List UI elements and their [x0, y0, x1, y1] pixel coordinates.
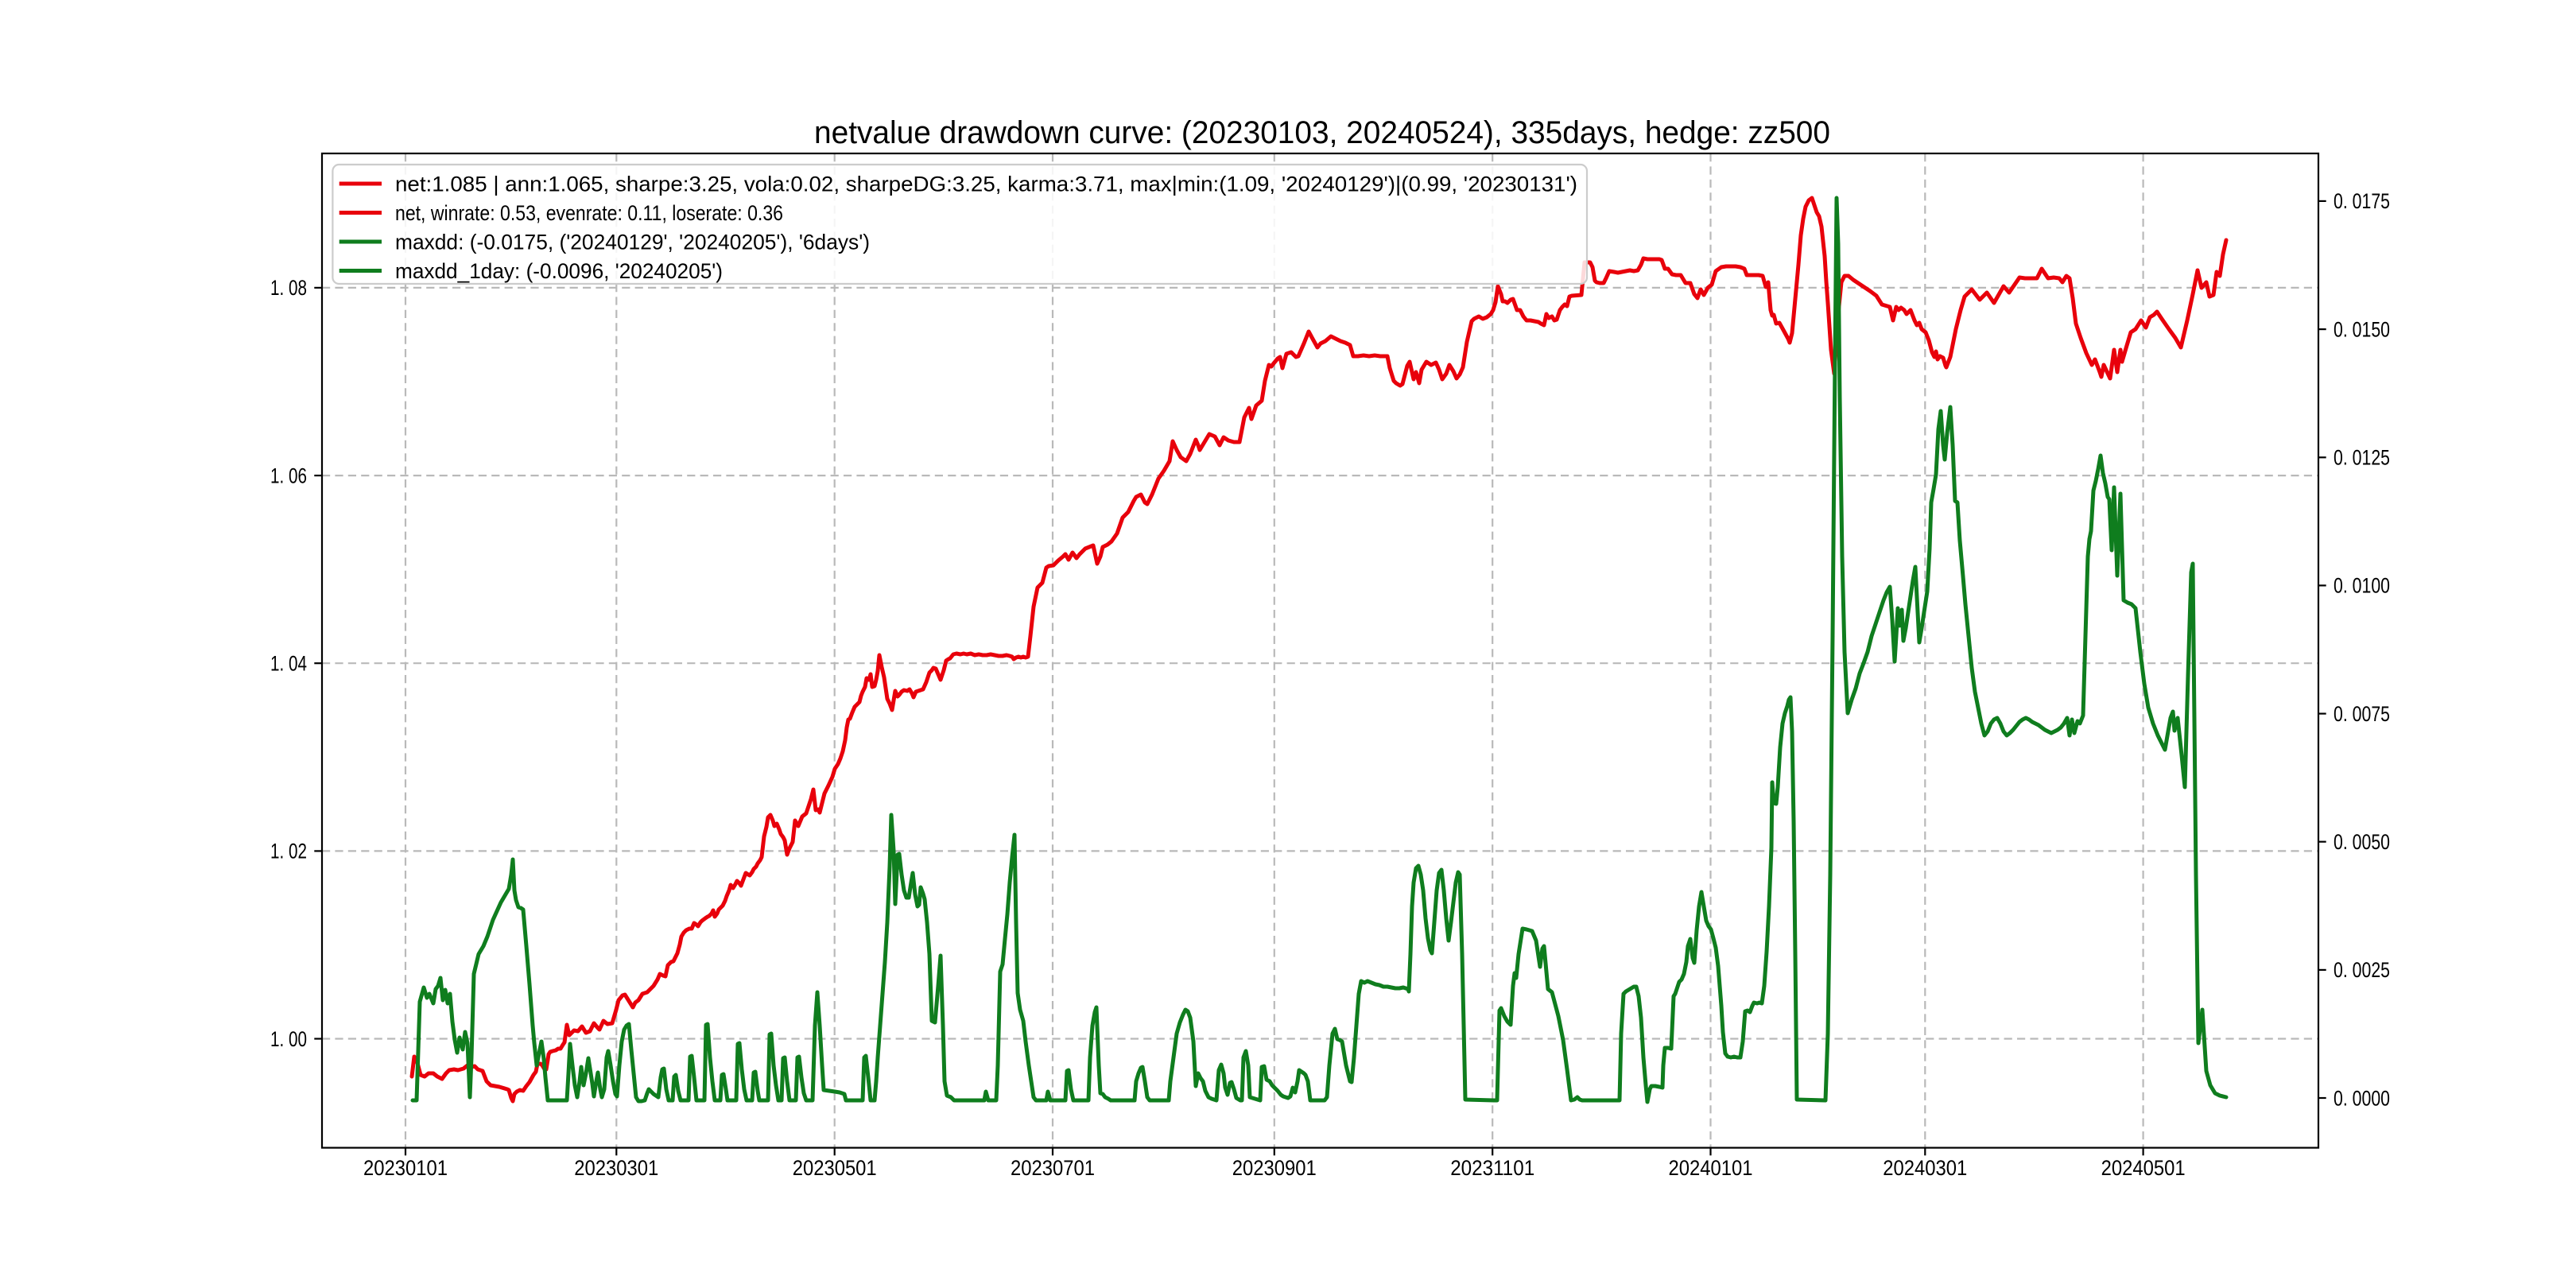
svg-text:20230101: 20230101 — [363, 1156, 448, 1180]
svg-text:0. 0000: 0. 0000 — [2334, 1086, 2390, 1110]
svg-text:1. 08: 1. 08 — [270, 276, 307, 300]
svg-text:1. 02: 1. 02 — [270, 840, 307, 863]
svg-text:maxdd: (-0.0175, ('20240129',: maxdd: (-0.0175, ('20240129', '20240205'… — [395, 231, 870, 254]
svg-text:20240501: 20240501 — [2101, 1156, 2186, 1180]
svg-text:0. 0100: 0. 0100 — [2334, 574, 2390, 598]
svg-text:netvalue drawdown curve: (2023: netvalue drawdown curve: (20230103, 2024… — [814, 115, 1830, 150]
svg-text:1. 06: 1. 06 — [270, 464, 307, 487]
svg-text:20240101: 20240101 — [1669, 1156, 1753, 1180]
svg-text:20230701: 20230701 — [1011, 1156, 1095, 1180]
svg-text:20230301: 20230301 — [574, 1156, 658, 1180]
svg-text:20230501: 20230501 — [793, 1156, 877, 1180]
svg-text:1. 04: 1. 04 — [270, 652, 307, 676]
svg-text:maxdd_1day: (-0.0096, '2024020: maxdd_1day: (-0.0096, '20240205') — [395, 259, 723, 283]
svg-text:0. 0125: 0. 0125 — [2334, 446, 2390, 470]
svg-text:20240301: 20240301 — [1883, 1156, 1967, 1180]
svg-text:0. 0025: 0. 0025 — [2334, 958, 2390, 982]
svg-text:0. 0150: 0. 0150 — [2334, 317, 2390, 341]
svg-text:0. 0075: 0. 0075 — [2334, 702, 2390, 726]
svg-text:0. 0175: 0. 0175 — [2334, 189, 2390, 213]
svg-text:20231101: 20231101 — [1450, 1156, 1534, 1180]
svg-text:0. 0050: 0. 0050 — [2334, 830, 2390, 854]
svg-text:net, winrate: 0.53, evenrate:: net, winrate: 0.53, evenrate: 0.11, lose… — [395, 201, 783, 225]
svg-text:20230901: 20230901 — [1232, 1156, 1317, 1180]
svg-text:1. 00: 1. 00 — [270, 1027, 307, 1051]
svg-text:net:1.085 | ann:1.065, sharpe:: net:1.085 | ann:1.065, sharpe:3.25, vola… — [395, 173, 1577, 196]
